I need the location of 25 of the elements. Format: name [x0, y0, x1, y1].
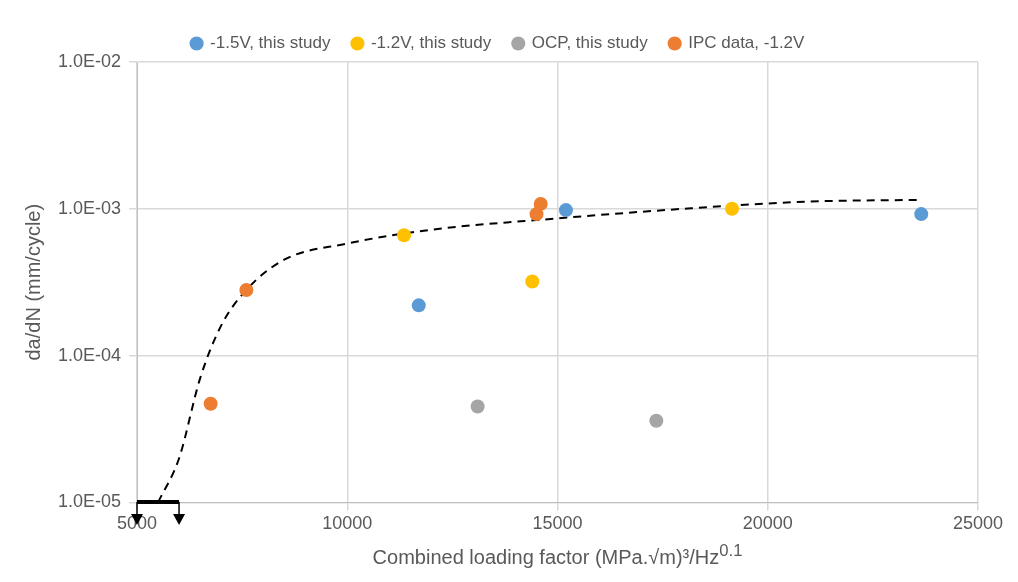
point: [411, 298, 426, 313]
legend-label: -1.5V, this study: [210, 33, 331, 53]
x-tick-label: 20000: [742, 513, 793, 534]
point: [239, 282, 254, 297]
y-tick-label: 1.0E-04: [58, 344, 122, 365]
x-tick-label: 25000: [952, 513, 1004, 534]
point: [533, 196, 548, 211]
legend-label: IPC data, -1.2V: [688, 33, 806, 53]
x-axis-title: Combined loading factor (MPa.√m)³/Hz$^{0.1}$: [371, 541, 744, 569]
legend-label: -1.2V, this study: [370, 33, 492, 53]
y-tick-label: 1.0E-05: [58, 491, 122, 512]
point: [203, 396, 218, 411]
point: [649, 413, 664, 428]
legend-label: OCP, this study: [531, 33, 649, 53]
x-tick-label: 15000: [532, 513, 583, 534]
point: [558, 203, 573, 218]
point: [470, 399, 485, 414]
x-tick-label: 10000: [322, 513, 373, 534]
y-tick-label: 1.0E-02: [58, 50, 122, 71]
point: [914, 207, 929, 222]
y-tick-label: 1.0E-03: [58, 197, 122, 218]
point: [525, 274, 540, 289]
y-axis-title: da/dN (mm/cycle): [21, 203, 44, 361]
point: [397, 228, 412, 243]
point: [725, 201, 740, 216]
